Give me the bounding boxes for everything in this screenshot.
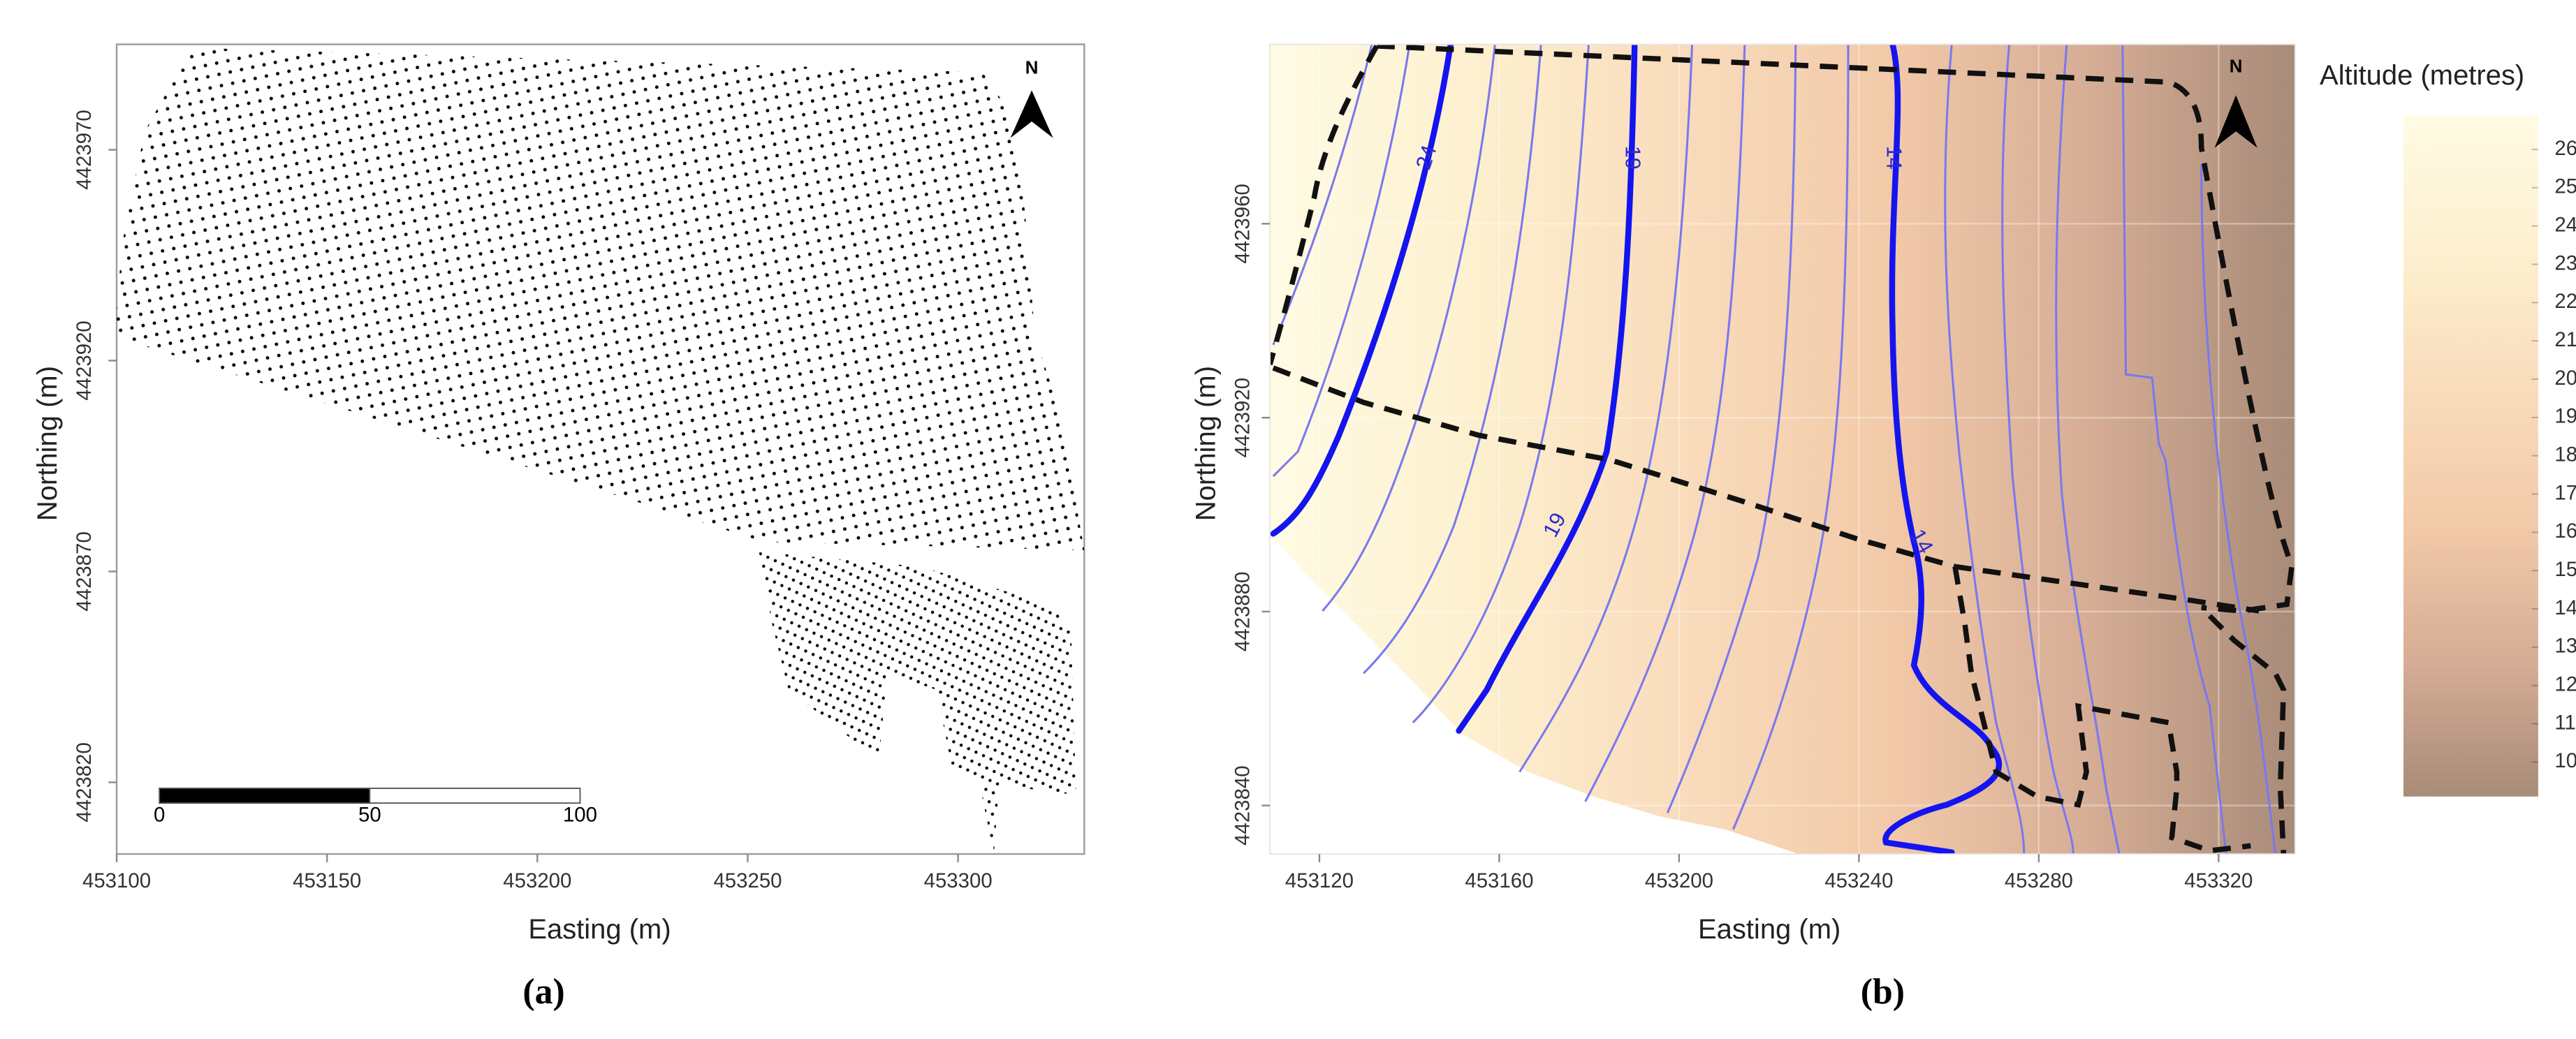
scale-bar-label: 0: [154, 804, 165, 827]
colorbar-tick-label: 12: [2554, 672, 2576, 695]
no-data-area: [1270, 533, 1799, 855]
colorbar-tick-label: 25: [2554, 175, 2576, 198]
x-tick-label: 453160: [1465, 869, 1533, 892]
point-cloud: [115, 47, 1085, 550]
scale-bar-segment: [369, 788, 581, 804]
colorbar-tick-label: 14: [2554, 596, 2576, 619]
scale-bar-label: 50: [358, 804, 381, 827]
colorbar-tick-label: 26: [2554, 137, 2576, 160]
contour-label: 14: [1882, 146, 1905, 170]
x-tick-label: 453320: [2184, 869, 2253, 892]
y-axis-label: Northing (m): [32, 366, 63, 521]
x-tick-label: 453300: [924, 869, 993, 892]
colorbar-tick-label: 15: [2554, 558, 2576, 581]
y-tick-label: 4423920: [73, 320, 96, 400]
x-tick-label: 453200: [1645, 869, 1713, 892]
north-label: N: [1025, 59, 1039, 78]
x-tick-label: 453250: [713, 869, 782, 892]
y-tick-label: 4423880: [1231, 572, 1254, 651]
colorbar-tick-label: 20: [2554, 367, 2576, 390]
colorbar-tick-label: 16: [2554, 520, 2576, 543]
boundaries: [1270, 44, 2295, 855]
colorbar-tick-label: 21: [2554, 328, 2576, 351]
colorbar-tick-label: 11: [2554, 711, 2576, 734]
colorbar: [2403, 115, 2538, 797]
panel-b: 24 19 19 14 14 N Easting (m) Northing (m…: [1190, 43, 2538, 1012]
plot-frame: [1269, 43, 2296, 855]
y-tick-label: 4423970: [73, 110, 96, 189]
scale-bar: 0 50 100: [154, 788, 597, 827]
colorbar-tick-label: 19: [2554, 405, 2576, 428]
x-tick-label: 453200: [503, 869, 571, 892]
colorbar-tick-label: 18: [2554, 443, 2576, 466]
north-arrow: [1010, 90, 1053, 138]
scale-bar-label: 100: [563, 804, 597, 827]
colorbar-tick-label: 17: [2554, 481, 2576, 504]
contours: [1270, 44, 2277, 855]
x-tick-label: 453150: [293, 869, 361, 892]
y-tick-label: 4423840: [1231, 765, 1254, 845]
panel-caption: (a): [522, 972, 564, 1012]
colorbar-tick-label: 22: [2554, 290, 2576, 313]
north-arrow: [2214, 95, 2257, 148]
scale-bar-segment: [159, 788, 371, 804]
colorbar-tick-label: 10: [2554, 749, 2576, 772]
panel-caption: (b): [1861, 972, 1905, 1012]
y-tick-label: 4423920: [1231, 378, 1254, 457]
y-axis-label: Northing (m): [1190, 366, 1221, 521]
x-tick-label: 453280: [2005, 869, 2073, 892]
x-tick-label: 453240: [1824, 869, 1893, 892]
panel-a: N 0 50 100 Easting (m) Northing (m) (a): [32, 43, 1085, 1012]
colorbar-tick-label: 13: [2554, 635, 2576, 658]
point-cloud: [759, 552, 1076, 855]
contour-label: 19: [1620, 146, 1644, 170]
colorbar-tick-label: 24: [2554, 213, 2576, 236]
colorbar-tick-label: 23: [2554, 251, 2576, 274]
x-axis-label: Easting (m): [528, 914, 671, 945]
colorbar-title: Altitude (metres): [2320, 60, 2524, 91]
y-tick-label: 4423870: [73, 531, 96, 611]
x-axis-label: Easting (m): [1698, 914, 1840, 945]
y-tick-label: 4423820: [73, 742, 96, 822]
x-tick-label: 453120: [1285, 869, 1354, 892]
y-tick-label: 4423960: [1231, 184, 1254, 263]
x-tick-label: 453100: [82, 869, 151, 892]
north-label: N: [2230, 57, 2243, 76]
